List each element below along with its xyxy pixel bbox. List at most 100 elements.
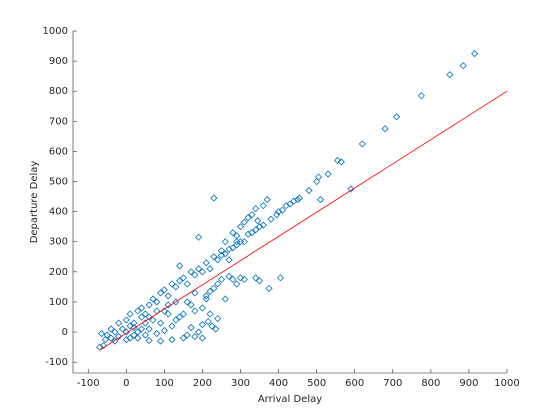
point (191, 307, 199, 315)
point (233, 238, 241, 246)
point (187, 323, 195, 332)
point (214, 314, 222, 323)
y-tick-label: 400 (49, 207, 68, 218)
point (145, 301, 153, 309)
point (172, 283, 180, 291)
point (134, 307, 142, 315)
point (217, 247, 226, 255)
point (118, 325, 127, 333)
point (141, 310, 149, 318)
point (202, 295, 210, 303)
point (265, 284, 273, 292)
point (176, 277, 184, 285)
point (316, 196, 325, 204)
x-axis-label: Arrival Delay (258, 394, 322, 405)
point (160, 286, 168, 294)
point (337, 158, 345, 166)
x-tick-label: 300 (231, 378, 250, 389)
point (107, 334, 115, 342)
point (290, 197, 298, 205)
point (156, 337, 165, 345)
point (208, 322, 216, 330)
point (187, 268, 195, 276)
point (233, 280, 241, 288)
point (259, 202, 267, 210)
point (244, 214, 252, 222)
point (393, 113, 401, 121)
point (172, 316, 180, 324)
x-tick-label: 0 (123, 378, 129, 389)
point (156, 289, 165, 297)
point (195, 233, 203, 241)
point (206, 265, 214, 273)
point (153, 329, 161, 338)
point (276, 274, 285, 282)
point (179, 334, 187, 342)
point (191, 289, 199, 297)
point (145, 336, 153, 345)
x-tick-label: 100 (155, 378, 174, 389)
point (267, 215, 275, 223)
point (187, 301, 195, 309)
y-tick-label: 100 (49, 297, 68, 308)
point (244, 230, 252, 238)
point (240, 275, 248, 283)
point (217, 275, 226, 283)
point (153, 298, 161, 306)
fit-line (99, 90, 508, 351)
point (229, 275, 237, 283)
point (179, 274, 187, 282)
x-tick-label: 800 (421, 378, 440, 389)
point (210, 284, 218, 292)
point (134, 334, 142, 342)
point (195, 265, 203, 273)
point (111, 328, 119, 336)
point (183, 331, 191, 339)
point (282, 202, 290, 210)
point (221, 238, 229, 246)
point (210, 194, 218, 202)
point (198, 304, 207, 312)
point (275, 208, 283, 216)
y-tick-label: 1000 (43, 26, 68, 37)
point (225, 256, 233, 264)
x-tick-label: 200 (193, 378, 212, 389)
y-axis-label: Departure Delay (29, 161, 40, 244)
y-tick-label: 700 (49, 116, 68, 127)
point (156, 319, 165, 327)
x-tick-label: 1000 (494, 378, 519, 389)
point (126, 310, 134, 318)
point (198, 268, 207, 276)
y-tick-label: 900 (49, 56, 68, 67)
point (314, 173, 323, 181)
point (97, 329, 106, 338)
y-tick-label: -100 (45, 357, 68, 368)
x-tick-label: 700 (383, 378, 402, 389)
point (137, 313, 146, 321)
point (471, 50, 479, 58)
point (204, 317, 212, 326)
point (278, 206, 286, 214)
point (236, 223, 245, 231)
point (145, 313, 153, 321)
point (305, 186, 313, 195)
x-tick-label: 600 (345, 378, 364, 389)
point (381, 125, 389, 133)
point (183, 280, 191, 288)
point (273, 211, 281, 219)
point (417, 92, 425, 100)
point (347, 185, 355, 193)
point (137, 325, 146, 333)
point (164, 301, 172, 309)
point (115, 333, 123, 341)
point (183, 298, 191, 306)
point (221, 295, 229, 303)
point (210, 253, 218, 261)
x-tick-label: 500 (307, 378, 326, 389)
point (164, 292, 172, 300)
point (149, 316, 157, 324)
point (149, 295, 157, 303)
point (206, 310, 214, 318)
point (459, 62, 467, 70)
point (217, 251, 226, 259)
